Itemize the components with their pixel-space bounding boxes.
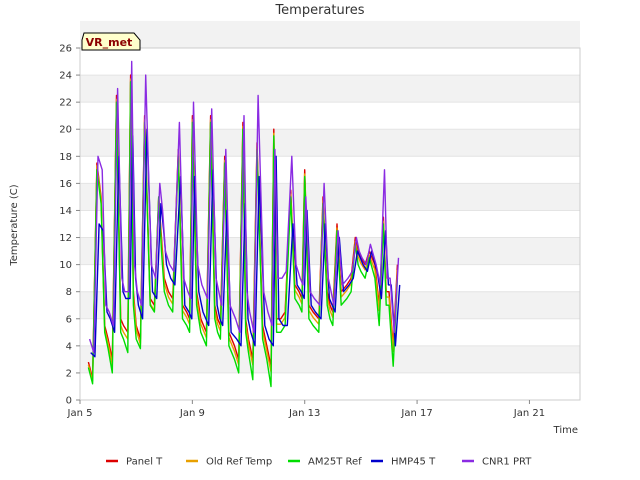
y-tick-label: 8	[66, 287, 72, 298]
series-line-am25t-ref	[87, 81, 399, 388]
grid-band	[80, 345, 580, 373]
x-tick-label: Jan 5	[67, 408, 93, 419]
legend: Panel T Old Ref Temp AM25T Ref HMP45 T CNR1 …	[106, 457, 532, 468]
y-tick-label: 18	[59, 152, 72, 163]
badge-shape	[81, 32, 141, 51]
chart-title: Temperatures	[274, 3, 364, 18]
legend-item: CNR1 PRT	[482, 457, 532, 468]
site-badge: VR_met	[81, 32, 141, 51]
badge-label: VR_met	[86, 36, 133, 49]
grid-band	[80, 183, 580, 211]
legend-item: Panel T	[126, 457, 163, 468]
grid-band	[80, 20, 580, 48]
series-line-old-ref-temp	[87, 78, 399, 382]
y-tick-label: 16	[59, 179, 72, 190]
x-axis: Jan 5 Jan 9 Jan 13 Jan 17 Jan 21	[67, 400, 545, 419]
y-tick-label: 6	[66, 314, 72, 325]
legend-item: HMP45 T	[391, 457, 436, 468]
series-layer	[87, 60, 401, 388]
y-axis-label: Temperature (C)	[9, 184, 20, 266]
y-tick-label: 4	[66, 341, 72, 352]
y-tick-label: 22	[59, 98, 72, 109]
y-tick-label: 14	[59, 206, 72, 217]
legend-item: AM25T Ref	[308, 457, 362, 468]
legend-item: Old Ref Temp	[206, 457, 272, 468]
grid-bands	[80, 20, 580, 401]
series-line-cnr1-prt	[88, 60, 400, 354]
plot-area	[79, 47, 581, 401]
y-tick-label: 26	[59, 44, 72, 55]
y-tick-label: 24	[59, 71, 72, 82]
x-tick-label: Jan 9	[179, 408, 205, 419]
y-tick-label: 12	[59, 233, 72, 244]
x-tick-label: Jan 21	[513, 408, 545, 419]
x-tick-label: Jan 13	[288, 408, 320, 419]
y-tick-label: 2	[66, 368, 72, 379]
x-tick-label: Jan 17	[400, 408, 432, 419]
grid-band	[80, 75, 580, 103]
y-tick-label: 20	[59, 125, 72, 136]
y-tick-label: 0	[66, 396, 72, 407]
grid-band	[80, 237, 580, 265]
grid-band	[80, 129, 580, 157]
y-tick-label: 10	[59, 260, 72, 271]
x-axis-label: Time	[553, 425, 578, 436]
